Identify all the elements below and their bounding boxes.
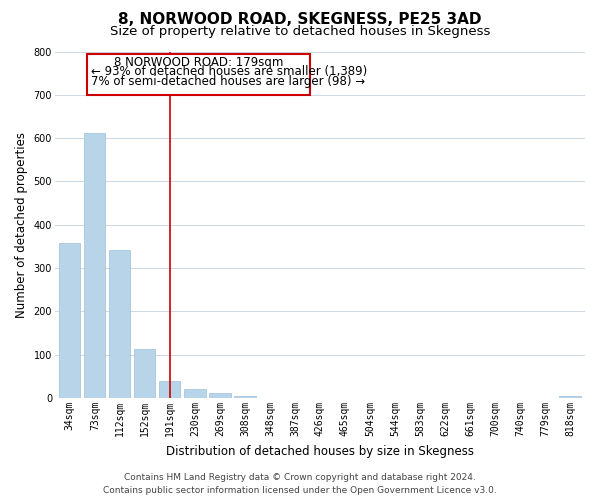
FancyBboxPatch shape	[88, 54, 310, 95]
Bar	[209, 392, 230, 398]
Text: ← 93% of detached houses are smaller (1,389): ← 93% of detached houses are smaller (1,…	[91, 66, 367, 78]
Text: 7% of semi-detached houses are larger (98) →: 7% of semi-detached houses are larger (9…	[91, 75, 365, 88]
Bar	[109, 250, 130, 398]
Text: 8 NORWOOD ROAD: 179sqm: 8 NORWOOD ROAD: 179sqm	[114, 56, 283, 69]
Bar	[159, 381, 181, 398]
Bar	[134, 348, 155, 398]
Y-axis label: Number of detached properties: Number of detached properties	[15, 132, 28, 318]
Text: 8, NORWOOD ROAD, SKEGNESS, PE25 3AD: 8, NORWOOD ROAD, SKEGNESS, PE25 3AD	[118, 12, 482, 28]
Bar	[184, 388, 206, 398]
Text: Size of property relative to detached houses in Skegness: Size of property relative to detached ho…	[110, 25, 490, 38]
Bar	[559, 396, 581, 398]
Bar	[59, 243, 80, 398]
Text: Contains HM Land Registry data © Crown copyright and database right 2024.
Contai: Contains HM Land Registry data © Crown c…	[103, 474, 497, 495]
Bar	[84, 134, 106, 398]
Bar	[234, 396, 256, 398]
X-axis label: Distribution of detached houses by size in Skegness: Distribution of detached houses by size …	[166, 444, 474, 458]
